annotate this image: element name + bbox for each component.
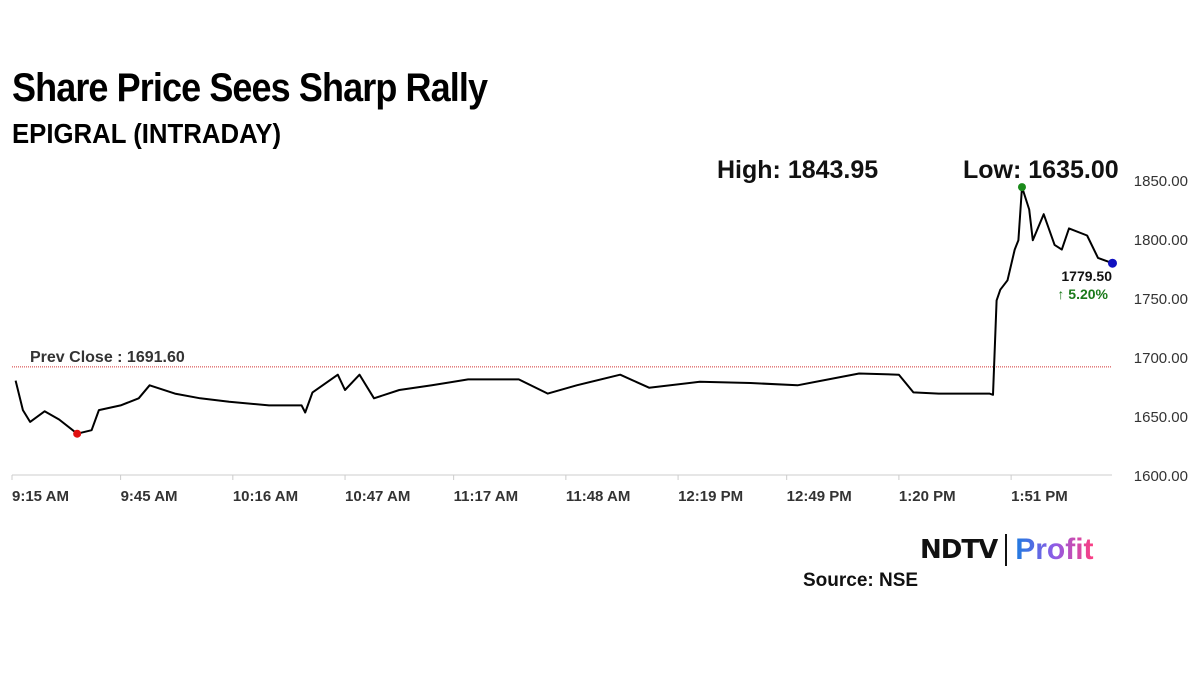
price-line: [14, 186, 1113, 435]
prev-close-label: Prev Close : 1691.60: [30, 349, 185, 366]
low-marker: [73, 429, 82, 438]
chart-title: Share Price Sees Sharp Rally: [12, 66, 488, 110]
x-tick-label: 1:20 PM: [899, 488, 956, 505]
y-tick-label: 1700.00: [1134, 350, 1188, 367]
ndtv-profit-logo: NDTV Profit: [920, 532, 1094, 568]
y-tick-label: 1800.00: [1134, 232, 1188, 249]
x-tick-label: 12:49 PM: [787, 488, 852, 505]
x-tick-label: 10:47 AM: [345, 488, 410, 505]
logo-profit: Profit: [1015, 533, 1094, 566]
last-price-label: 1779.50: [1061, 268, 1112, 284]
x-tick-label: 9:15 AM: [12, 488, 69, 505]
y-tick-label: 1600.00: [1134, 468, 1188, 485]
x-tick-label: 9:45 AM: [121, 488, 178, 505]
logo-divider: [1005, 534, 1008, 566]
x-tick-label: 11:48 AM: [566, 488, 630, 505]
y-tick-label: 1650.00: [1134, 409, 1188, 426]
y-tick-label: 1750.00: [1134, 291, 1188, 308]
change-percent-label: ↑ 5.20%: [1057, 286, 1108, 302]
x-tick-label: 10:16 AM: [233, 488, 298, 505]
chart-subtitle: EPIGRAL (INTRADAY): [12, 118, 282, 149]
last-price-marker: [1107, 258, 1117, 268]
high-label: High: 1843.95: [717, 156, 879, 184]
x-tick-label: 1:51 PM: [1011, 488, 1068, 505]
source-label: Source: NSE: [803, 570, 919, 591]
x-tick-label: 11:17 AM: [454, 488, 518, 505]
high-marker: [1017, 183, 1026, 192]
y-tick-label: 1850.00: [1134, 173, 1188, 190]
logo-ndtv: NDTV: [920, 535, 998, 565]
low-label: Low: 1635.00: [963, 156, 1119, 184]
x-tick-label: 12:19 PM: [678, 488, 743, 505]
